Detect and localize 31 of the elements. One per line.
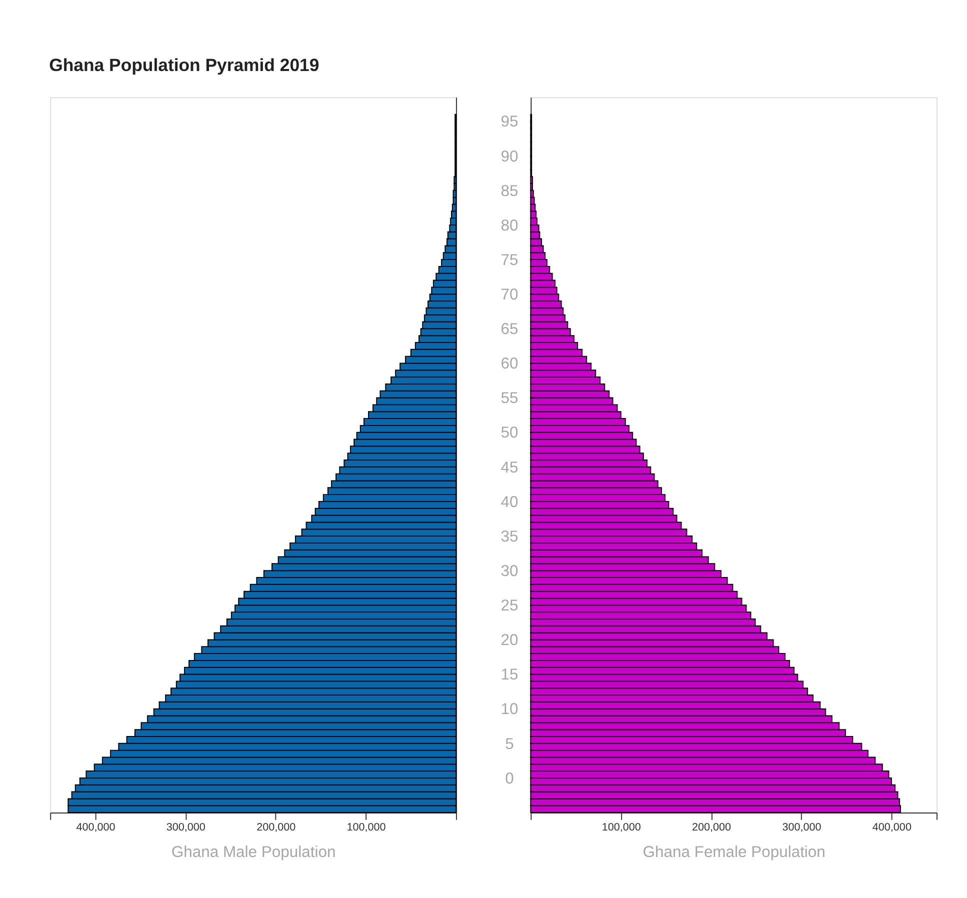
y-tick-label: 10: [500, 701, 519, 718]
y-tick-label: 50: [500, 424, 519, 442]
y-tick-label: 35: [500, 528, 519, 546]
y-tick-label: 20: [500, 632, 519, 650]
y-tick-label: 65: [500, 321, 519, 338]
y-tick-label: 70: [500, 286, 519, 304]
y-tick-label: 75: [500, 252, 519, 269]
y-tick-label: 95: [500, 114, 519, 131]
x-axis-title: Ghana Female Population: [642, 844, 826, 862]
x-tick-label: 300,000: [782, 822, 822, 834]
x-tick-label: 100,000: [602, 822, 641, 834]
y-tick-label: 15: [500, 666, 519, 684]
y-tick-label: 80: [500, 217, 519, 234]
x-tick-label: 200,000: [256, 822, 296, 834]
y-tick-label: 45: [500, 459, 519, 476]
y-tick-label: 55: [500, 390, 519, 408]
y-tick-label: 90: [500, 148, 519, 166]
x-tick-label: 200,000: [692, 822, 732, 834]
y-tick-label: 40: [500, 494, 519, 511]
y-tick-label: 85: [500, 182, 519, 200]
y-tick-label: 5: [505, 736, 514, 753]
x-tick-label: 400,000: [76, 822, 116, 834]
x-tick-label: 400,000: [872, 822, 912, 834]
chart-title: Ghana Population Pyramid 2019: [49, 55, 320, 76]
x-axis-title: Ghana Male Population: [171, 844, 336, 862]
y-tick-label: 30: [500, 562, 519, 580]
y-tick-label: 25: [500, 598, 519, 615]
y-tick-label: 0: [505, 770, 514, 788]
x-tick-label: 100,000: [346, 822, 386, 834]
y-tick-label: 60: [500, 356, 519, 373]
x-tick-label: 300,000: [166, 822, 206, 834]
